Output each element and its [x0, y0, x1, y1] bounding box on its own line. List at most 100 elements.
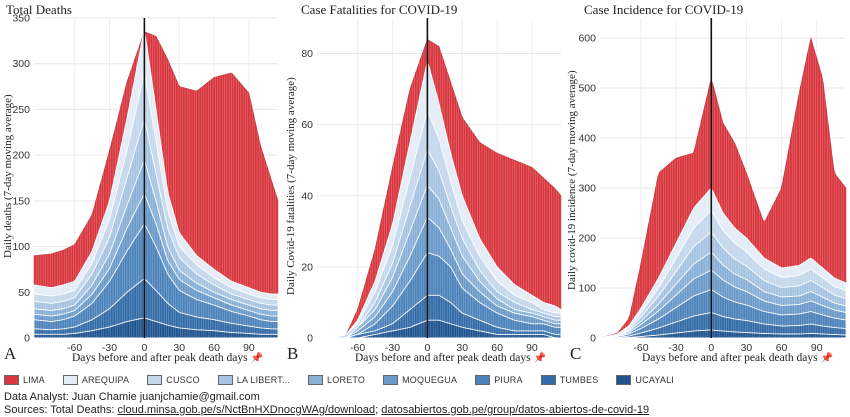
- pin-icon[interactable]: 📌: [533, 353, 546, 364]
- chart-title: Case Incidence for COVID-19: [584, 2, 744, 17]
- x-tick-label: -30: [669, 342, 684, 354]
- area-lima[interactable]: [599, 37, 847, 339]
- x-tick-label: 0: [141, 342, 147, 354]
- y-tick-label: 100: [12, 241, 30, 253]
- y-tick-label: 250: [12, 104, 30, 116]
- y-tick-label: 200: [578, 233, 596, 245]
- x-tick-label: 60: [491, 342, 503, 354]
- x-tick-label: 30: [456, 342, 468, 354]
- credit-analyst: Data Analyst: Juan Chamie juanjchamie@gm…: [4, 391, 260, 403]
- x-axis-label-text: Days before and after peak death days: [72, 352, 248, 364]
- x-tick-label: 0: [424, 342, 430, 354]
- y-tick-label: 0: [590, 333, 596, 345]
- panel-letter: A: [4, 344, 17, 363]
- x-tick-label: -60: [633, 342, 648, 354]
- legend-label: MOQUEGUA: [402, 375, 458, 385]
- pin-icon[interactable]: 📌: [250, 353, 263, 364]
- legend-label: CUSCO: [166, 375, 200, 385]
- area-tumbes[interactable]: [599, 312, 847, 339]
- panel-c: 0 100 200 300 400 500 600 -60 -30 0 30 60 90 Case In…: [566, 0, 849, 372]
- y-tick-label: 100: [578, 283, 596, 295]
- legend-label: LORETO: [327, 375, 366, 385]
- y-tick-label: 80: [301, 48, 313, 60]
- x-tick-label: 90: [811, 342, 823, 354]
- panel-letter: B: [287, 344, 299, 363]
- x-axis-label: Days before and after peak death days 📌: [642, 352, 833, 364]
- legend-item-cusco[interactable]: CUSCO: [147, 372, 200, 388]
- y-axis-label: Daily covid-19 incidence (7-day moving a…: [566, 70, 578, 290]
- legend-item-la-libertad[interactable]: LA LIBERT...: [217, 372, 291, 388]
- x-axis-label: Days before and after peak death days 📌: [72, 352, 263, 364]
- x-axis-label-text: Days before and after peak death days: [642, 352, 818, 364]
- legend-swatch: [383, 375, 399, 385]
- y-tick-label: 20: [301, 261, 313, 273]
- chart-case-incidence: 0 100 200 300 400 500 600 -60 -30 0 30 60 90: [578, 18, 847, 354]
- source-link-minsa[interactable]: cloud.minsa.gob.pe/s/NctBnHXDnocgWAg/dow…: [117, 404, 376, 416]
- legend-swatch: [217, 375, 233, 385]
- panel-letter: C: [570, 344, 582, 363]
- y-tick-label: 300: [578, 183, 596, 195]
- chart-case-fatalities: 0 20 40 60 80 -60 -30 0 30 60 90: [301, 18, 562, 354]
- legend: LIMA AREQUIPA CUSCO LA LIBERT... LORETO …: [4, 372, 850, 388]
- x-tick-label: -60: [67, 342, 82, 354]
- legend-label: LA LIBERT...: [236, 375, 291, 385]
- y-axis-label: Daily deaths (7-day moving average): [2, 94, 14, 258]
- legend-item-tumbes[interactable]: TUMBES: [540, 372, 599, 388]
- legend-item-lima[interactable]: LIMA: [4, 372, 45, 388]
- sources-separator: ;: [375, 404, 382, 416]
- legend-swatch: [147, 375, 163, 385]
- legend-label: LIMA: [23, 375, 45, 385]
- legend-item-ucayali[interactable]: UCAYALI: [616, 372, 674, 388]
- x-tick-label: 60: [208, 342, 220, 354]
- y-tick-label: 300: [12, 58, 30, 70]
- legend-label: TUMBES: [559, 375, 599, 385]
- x-tick-label: -30: [385, 342, 400, 354]
- chart-title: Total Deaths: [6, 2, 72, 17]
- x-axis-label-text: Days before and after peak death days: [355, 352, 531, 364]
- legend-item-moquegua[interactable]: MOQUEGUA: [383, 372, 457, 388]
- legend-item-loreto[interactable]: LORETO: [308, 372, 365, 388]
- x-tick-label: 60: [776, 342, 788, 354]
- legend-swatch: [616, 375, 632, 385]
- y-tick-label: 40: [301, 190, 313, 202]
- legend-swatch: [308, 375, 324, 385]
- source-link-datosabiertos[interactable]: datosabiertos.gob.pe/group/datos-abierto…: [381, 404, 650, 416]
- credit-sources: Sources: Total Deaths: cloud.minsa.gob.p…: [4, 404, 649, 416]
- sources-prefix: Sources: Total Deaths:: [4, 404, 118, 416]
- y-tick-label: 50: [18, 287, 30, 299]
- x-tick-label: -60: [350, 342, 365, 354]
- panel-b: 0 20 40 60 80 -60 -30 0 30 60 90 Case Fatalities f…: [283, 0, 566, 372]
- y-tick-label: 150: [12, 195, 30, 207]
- y-tick-label: 0: [307, 333, 313, 345]
- x-tick-label: -30: [102, 342, 117, 354]
- y-tick-label: 500: [578, 83, 596, 95]
- legend-label: PIURA: [494, 375, 523, 385]
- area-piura[interactable]: [33, 223, 279, 339]
- area-ucayali[interactable]: [600, 329, 847, 339]
- legend-swatch: [62, 375, 78, 385]
- area-ucayali[interactable]: [317, 319, 561, 339]
- chart-total-deaths: 0 50 100 150 200 250 300 350 -60 -30 0 30 60 90: [12, 13, 279, 354]
- panel-a: 0 50 100 150 200 250 300 350 -60 -30 0 30 60 90 Total…: [0, 0, 283, 372]
- legend-item-arequipa[interactable]: AREQUIPA: [62, 372, 129, 388]
- y-tick-label: 600: [578, 33, 596, 45]
- y-axis-label: Daily Covid-19 fatalities (7-day moving …: [285, 77, 297, 295]
- legend-label: UCAYALI: [635, 375, 674, 385]
- x-tick-label: 0: [708, 342, 714, 354]
- y-tick-label: 0: [24, 333, 30, 345]
- x-tick-label: 90: [526, 342, 538, 354]
- y-tick-label: 400: [578, 133, 596, 145]
- x-tick-label: 90: [243, 342, 255, 354]
- area-tumbes[interactable]: [317, 294, 562, 339]
- area-ucayali[interactable]: [33, 317, 279, 339]
- area-tumbes[interactable]: [33, 278, 279, 339]
- legend-swatch: [4, 375, 19, 385]
- legend-item-piura[interactable]: PIURA: [475, 372, 523, 388]
- chart-title: Case Fatalities for COVID-19: [301, 2, 458, 17]
- pin-icon[interactable]: 📌: [820, 353, 833, 364]
- legend-swatch: [475, 375, 491, 385]
- legend-swatch: [540, 375, 556, 385]
- x-tick-label: 30: [741, 342, 753, 354]
- y-tick-label: 200: [12, 150, 30, 162]
- x-axis-label: Days before and after peak death days 📌: [355, 352, 546, 364]
